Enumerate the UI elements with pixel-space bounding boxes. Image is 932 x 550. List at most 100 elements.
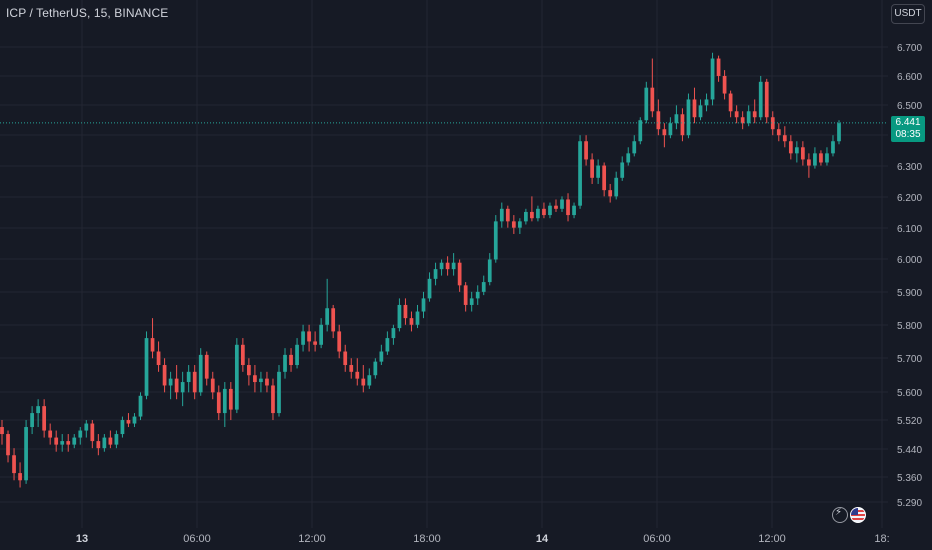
candle-body: [686, 99, 691, 136]
candle-body: [247, 365, 251, 376]
candle-body: [198, 354, 203, 393]
candle-body: [60, 441, 65, 445]
candle-body: [265, 378, 269, 386]
candle-body: [301, 331, 305, 345]
candle-body: [66, 441, 71, 445]
currency-button[interactable]: USDT: [891, 4, 925, 24]
candle-body: [638, 120, 643, 142]
candle-body: [18, 473, 22, 481]
candle-body: [156, 351, 161, 366]
candle-body: [150, 338, 155, 352]
candle-body: [536, 208, 540, 219]
candle-body: [331, 308, 336, 332]
candle-body: [385, 338, 390, 352]
candle-body: [722, 75, 727, 94]
candle-body: [96, 441, 101, 449]
candle-body: [740, 117, 745, 124]
candle-body: [542, 208, 546, 216]
candle-body: [469, 298, 474, 305]
candle-body: [409, 318, 414, 325]
candle-body: [391, 328, 396, 339]
candle-body: [692, 99, 697, 118]
candle-body: [782, 135, 787, 142]
candle-body: [493, 221, 498, 260]
y-tick-label: 5.520: [897, 416, 922, 427]
y-tick-label: 6.100: [897, 224, 922, 235]
symbol-title: ICP / TetherUS, 15, BINANCE: [6, 6, 169, 20]
candle-body: [343, 351, 348, 366]
last-price-value: 6.441: [895, 117, 921, 128]
last-price-tag: 6.441 08:35: [891, 116, 925, 142]
candle-body: [439, 262, 444, 270]
candle-body: [475, 291, 480, 299]
candle-body: [776, 129, 781, 136]
candle-body: [349, 365, 354, 372]
candle-body: [590, 159, 594, 178]
candle-body: [216, 392, 221, 414]
candle-body: [530, 211, 534, 219]
candle-body: [674, 114, 679, 124]
y-tick-label: 6.000: [897, 255, 922, 266]
candle-body: [259, 378, 263, 383]
candle-body: [481, 282, 486, 292]
candle-body: [228, 388, 233, 410]
candle-body: [186, 371, 191, 383]
candle-body: [728, 93, 733, 112]
candle-body: [662, 129, 667, 136]
candle-body: [204, 354, 209, 379]
candle-body: [650, 87, 655, 112]
candle-body: [120, 420, 125, 435]
candle-body: [397, 304, 402, 329]
candle-body: [572, 205, 576, 216]
candle-body: [517, 221, 522, 228]
candle-body: [42, 406, 47, 431]
candle-body: [132, 416, 137, 424]
candle-body: [819, 153, 823, 163]
candle-body: [337, 331, 342, 352]
candle-body: [367, 375, 372, 386]
candle-body: [271, 385, 275, 414]
x-tick-label: 13: [76, 533, 88, 545]
candle-body: [801, 147, 805, 160]
candle-body: [289, 354, 293, 366]
candle-body: [608, 190, 613, 197]
candle-body: [752, 111, 757, 118]
candle-body: [794, 147, 799, 154]
x-tick-label: 12:00: [758, 533, 786, 545]
candle-body: [138, 395, 143, 417]
candle-body: [234, 344, 239, 410]
candle-body: [30, 413, 34, 428]
y-tick-label: 5.360: [897, 473, 922, 484]
candle-body: [12, 455, 16, 474]
candle-body: [102, 437, 107, 449]
candle-body: [36, 406, 40, 414]
candle-body: [505, 208, 510, 222]
y-tick-label: 5.600: [897, 388, 922, 399]
candle-body: [295, 344, 299, 366]
candle-body: [174, 378, 179, 393]
candle-body: [758, 81, 763, 118]
candle-body: [499, 208, 504, 222]
candle-body: [48, 430, 53, 438]
candle-body: [626, 153, 631, 163]
candle-body: [632, 141, 637, 154]
candle-body: [620, 162, 625, 178]
candle-body: [403, 304, 408, 319]
candle-body: [421, 298, 426, 312]
candle-body: [807, 159, 811, 166]
candle-body: [84, 423, 89, 431]
candle-body: [746, 111, 751, 124]
y-tick-label: 5.700: [897, 354, 922, 365]
us-flag-icon[interactable]: [850, 507, 866, 523]
candle-body: [596, 165, 601, 178]
candle-body: [511, 221, 516, 228]
candle-body: [319, 324, 324, 345]
candle-body: [126, 420, 131, 424]
y-tick-label: 6.700: [897, 43, 922, 54]
candle-body: [24, 427, 28, 481]
candle-body: [524, 211, 528, 222]
candle-body: [90, 423, 95, 442]
lightning-icon[interactable]: [832, 507, 848, 523]
